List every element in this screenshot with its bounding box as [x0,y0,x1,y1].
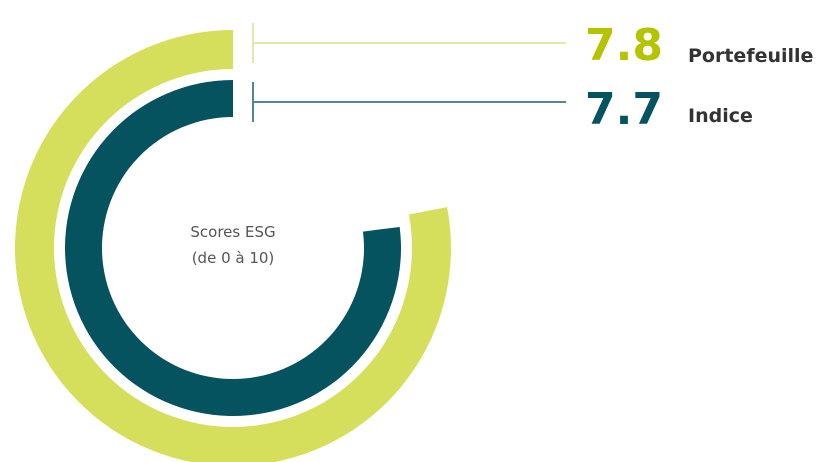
ring-indice [65,80,401,416]
center-label-line-2: (de 0 à 10) [192,249,275,267]
center-label-line-1: Scores ESG [190,223,275,241]
index-score-value: 7.7 [585,84,663,135]
leader-lines-group [252,23,566,122]
rings-group [15,30,451,462]
index-score-label: Indice [688,105,753,127]
portfolio-score-label: Portefeuille [688,45,813,67]
portfolio-score-value: 7.8 [585,20,663,71]
